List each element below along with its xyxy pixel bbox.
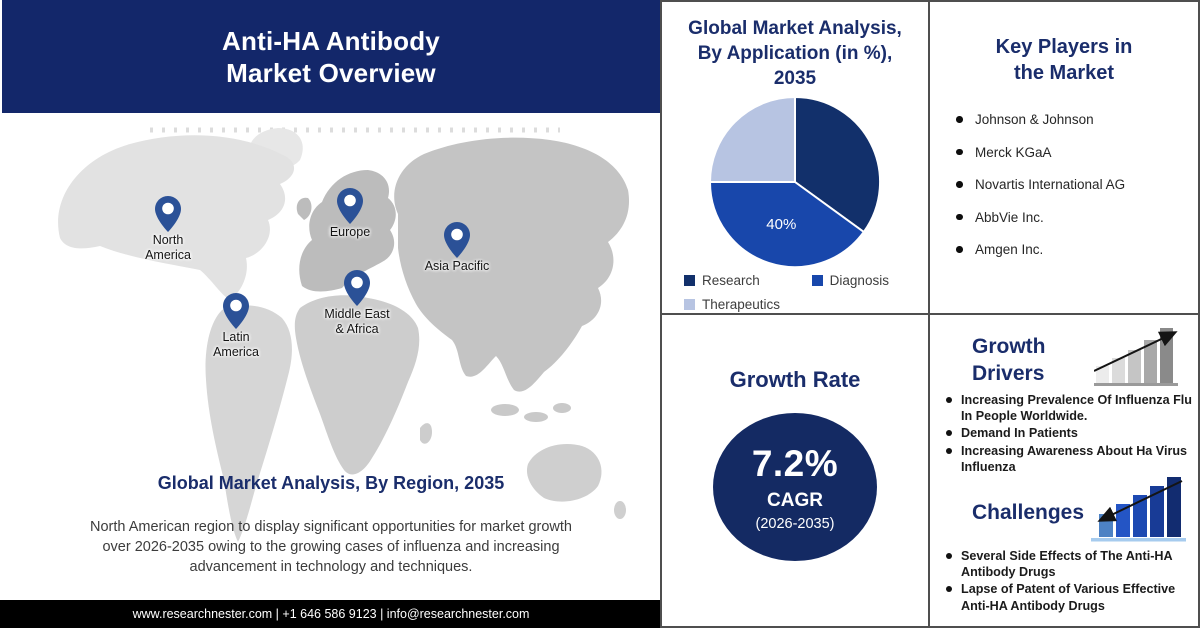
footer-contact-text: www.researchnester.com | +1 646 586 9123… [132,607,530,621]
cagr-value: 7.2% [751,442,839,484]
continent-asia [394,137,630,392]
text-line: Drivers [972,362,1045,385]
pie-legend: Research Diagnosis Therapeutics [662,271,928,313]
legend-swatch [684,275,695,286]
growth-drivers-header: Growth Drivers [930,325,1198,389]
pie-slice-data-label: 40% [766,216,796,233]
map-pin-label: Europe [329,225,371,239]
map-pin-europe: Europe [330,188,370,239]
location-pin-icon [344,270,370,306]
insights-panel: Growth Drivers Increasing Prevalence Of I… [928,313,1200,628]
region-section-title: Global Market Analysis, By Region, 2035 [157,473,505,493]
key-players-list: Johnson & Johnson Merck KGaA Novartis Inte… [956,112,1198,257]
text-line: By Application (in %), [697,43,893,64]
key-player-item: Johnson & Johnson [956,112,1198,127]
map-pin-label: Middle East & Africa [324,307,390,336]
location-pin-icon [155,196,181,232]
key-player-item: Amgen Inc. [956,242,1198,257]
continent-africa [294,295,420,475]
continent-south-america [205,305,292,542]
legend-swatch [684,299,695,310]
text-line: Anti-HA Antibody [222,25,440,56]
island-madagascar [420,423,432,444]
islands-southeast-asia [524,412,548,422]
islands-new-zealand [614,501,626,519]
cagr-label: CAGR [767,489,823,511]
islands-southeast-asia [491,404,519,416]
footer-bar: www.researchnester.com | +1 646 586 9123… [0,600,662,628]
growth-drivers-list: Increasing Prevalence Of Influenza Flu I… [944,392,1192,475]
region-description: North American region to display signifi… [90,519,572,575]
pie-slice-research [794,95,882,234]
challenge-item: Lapse of Patent of Various Effective Ant… [944,581,1192,613]
map-pin-north-america: North America [145,196,191,262]
pie-slice-therapeutics [708,95,796,183]
legend-swatch [811,275,823,286]
growth-driver-item: Increasing Prevalence Of Influenza Flu I… [944,392,1192,424]
map-pin-label: Latin America [213,330,259,359]
legend-label: Research [702,273,760,288]
pie-chart-panel: Global Market Analysis, By Application (i… [660,0,930,315]
legend-item-therapeutics: Therapeutics [684,297,812,312]
growth-bars-icon [1094,328,1178,386]
map-pin-label: Asia Pacific [424,259,490,273]
growth-drivers-title: Growth Drivers [972,333,1046,387]
challenges-header: Challenges [930,477,1198,545]
challenges-bars-icon [1091,477,1186,542]
key-player-item: AbbVie Inc. [956,210,1198,225]
continent-europe [299,170,396,292]
text-line: Key Players in [995,36,1133,58]
legend-label: Diagnosis [829,273,889,288]
challenges-title: Challenges [972,501,1085,525]
location-pin-icon [337,188,363,224]
growth-rate-title: Growth Rate [729,367,861,392]
location-pin-icon [223,293,249,329]
cagr-period: (2026-2035) [755,515,835,532]
pie-chart-title: Global Market Analysis, By Application (i… [662,16,928,91]
growth-rate-panel: Growth Rate 7.2% CAGR (2026-2035) [660,313,930,628]
key-player-item: Merck KGaA [956,145,1198,160]
challenges-list: Several Side Effects of The Anti-HA Anti… [944,548,1192,614]
legend-item-research: Research [684,273,812,288]
legend-label: Therapeutics [702,297,781,312]
location-pin-icon [444,222,470,258]
map-pin-label: North America [145,233,191,262]
key-player-item: Novartis International AG [956,177,1198,192]
growth-driver-item: Demand In Patients [944,425,1192,441]
key-players-title: Key Players in the Market [930,34,1198,86]
legend-item-diagnosis: Diagnosis [811,273,912,288]
left-section: Anti-HA Antibody Market Overview North Ame… [0,0,662,628]
island-united-kingdom [296,197,312,220]
islands-southeast-asia [553,403,571,413]
text-line: Market Overview [226,57,436,88]
growth-rate-circle: 7.2% CAGR (2026-2035) [713,413,877,561]
world-map [58,127,630,542]
key-players-panel: Key Players in the Market Johnson & Johns… [928,0,1200,315]
map-pin-middle-east-africa: Middle East & Africa [324,270,390,336]
pie-slice-diagnosis [708,181,866,268]
text-line: 2035 [773,68,817,89]
map-pin-latin-america: Latin America [213,293,259,359]
pie-chart: 40% [708,95,882,268]
poster-title: Anti-HA Antibody Market Overview [2,0,660,113]
growth-driver-item: Increasing Awareness About Ha Virus Infl… [944,443,1192,475]
text-line: Global Market Analysis, [688,18,902,39]
map-pin-asia-pacific: Asia Pacific [425,222,489,273]
text-line: the Market [1013,62,1115,84]
continent-australia [526,444,602,502]
text-line: Growth [972,335,1046,358]
challenge-item: Several Side Effects of The Anti-HA Anti… [944,548,1192,580]
